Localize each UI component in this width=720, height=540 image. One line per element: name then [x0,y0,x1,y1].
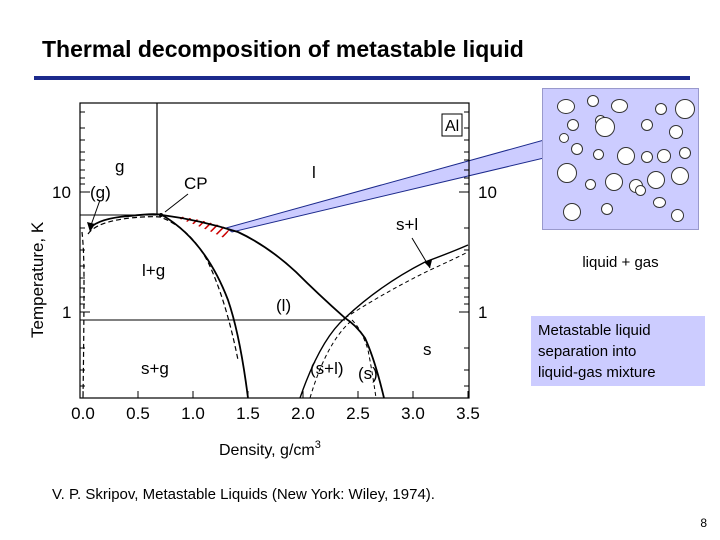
x-tick-labels: 0.0 0.5 1.0 1.5 2.0 2.5 3.0 3.5 [71,404,480,423]
bubble [669,125,683,139]
bubble [557,99,575,114]
element-label: Al [445,118,459,135]
separation-line-3: liquid-gas mixture [538,364,656,381]
region-g: g [115,157,124,176]
gas-branch [81,231,85,399]
region-s-plus-l: s+l [396,215,418,234]
x-tick-2: 1.0 [181,404,205,423]
x-tick-1: 0.5 [126,404,150,423]
bubble [611,99,628,113]
metastable-region [178,216,230,238]
element-label-box [441,113,463,137]
bubble-caption: liquid + gas [582,254,659,271]
bubble [647,171,665,189]
bubble [671,167,689,185]
x-tick-5: 2.5 [346,404,370,423]
left-ticks [80,111,90,387]
bubble [595,117,615,137]
bubble [641,151,653,163]
bubble [559,133,569,143]
slide-title: Thermal decomposition of metastable liqu… [42,36,524,62]
bubble [593,149,604,160]
page-number: 8 [700,516,707,530]
bubble [679,147,691,159]
x-axis-label: Density, g/cm3 [219,439,321,459]
bubble [601,203,613,215]
spinodal-curve [87,216,239,361]
bubble-illustration [542,88,699,230]
separation-callout: Metastable liquid separation into liquid… [531,316,705,386]
melting-metastable [344,251,469,319]
region-cp: CP [184,174,208,193]
x-tick-7: 3.5 [456,404,480,423]
region-s-paren: (s) [358,364,378,383]
x-tick-0: 0.0 [71,404,95,423]
region-s-plus-l-paren: (s+l) [310,359,344,378]
plot-frame [79,102,470,399]
right-ticks [459,111,469,387]
arrow-g-head [87,222,95,232]
region-l-paren: (l) [276,296,291,315]
solid-spinodal [309,321,351,399]
bubble [657,149,671,163]
y-axis-label: Temperature, K [28,221,47,338]
bubble [617,147,635,165]
title-underline [34,76,690,80]
bubble [671,209,684,222]
region-l: l [312,163,316,182]
y-tick-left-1: 1 [62,303,71,322]
x-tick-3: 1.5 [236,404,260,423]
x-axis-label-main: Density, g/cm [219,442,315,459]
y-tick-right-1: 1 [478,303,487,322]
arrow-cp [164,193,189,213]
liquid-branch [161,214,249,399]
bubble [563,203,581,221]
bubble [605,173,623,191]
bubble [641,119,653,131]
x-tick-4: 2.0 [291,404,315,423]
separation-line-2: separation into [538,343,637,360]
bottom-ticks [82,391,469,398]
citation: V. P. Skripov, Metastable Liquids (New Y… [52,486,435,503]
bubble [571,143,583,155]
critical-point-marker [159,213,163,217]
x-tick-6: 3.0 [401,404,425,423]
bubble [653,197,666,208]
bubble [585,179,596,190]
y-tick-left-10: 10 [52,183,71,202]
bubble [635,185,646,196]
y-tick-right-10: 10 [478,183,497,202]
region-s-plus-g: s+g [141,359,169,378]
bubble [675,99,695,119]
region-l-plus-g: l+g [142,261,165,280]
bubble [655,103,667,115]
bubble [567,119,579,131]
arrow-s-plus-l-head [424,260,432,268]
x-axis-label-sup: 3 [315,439,321,451]
region-g-paren: (g) [90,183,111,202]
melting-curve-lower [299,317,346,399]
separation-line-1: Metastable liquid [538,322,651,339]
solid-metastable [351,319,377,399]
bubble [557,163,577,183]
bubble [587,95,599,107]
region-s: s [423,340,432,359]
